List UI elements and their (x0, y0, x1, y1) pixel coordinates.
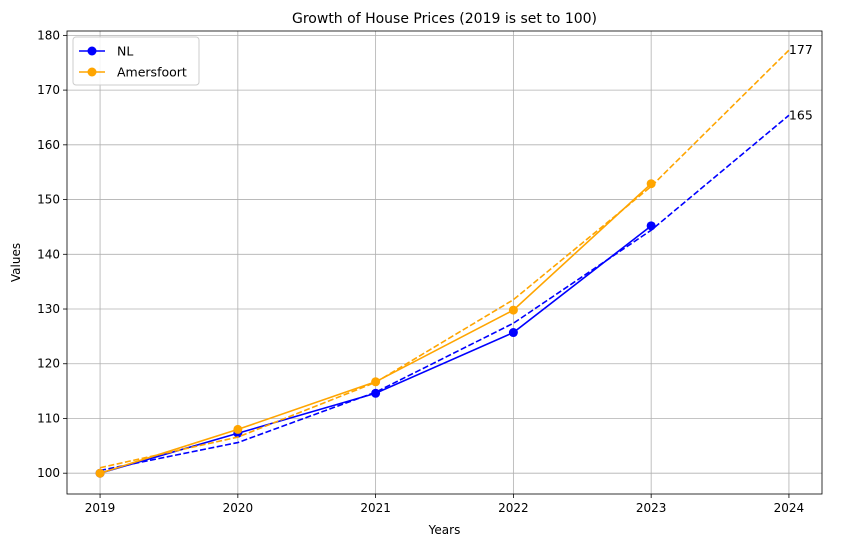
x-tick-label: 2020 (223, 501, 254, 515)
data-point-amersfoort (233, 424, 243, 434)
x-tick-label: 2022 (498, 501, 529, 515)
y-tick-label: 110 (37, 411, 60, 425)
trend-line-nl (99, 114, 790, 472)
legend-marker-nl (87, 46, 97, 56)
y-tick-label: 130 (37, 302, 60, 316)
data-point-nl (508, 328, 518, 338)
end-label-amersfoort: 177 (789, 42, 813, 57)
y-tick-label: 100 (37, 466, 60, 480)
legend-marker-amersfoort (87, 67, 97, 77)
data-point-nl (646, 221, 656, 231)
legend: NL Amersfoort (72, 36, 200, 86)
x-tick-label: 2021 (360, 501, 391, 515)
legend-label-amersfoort: Amersfoort (117, 65, 187, 80)
y-tick-label: 140 (37, 247, 60, 261)
end-label-nl: 165 (789, 107, 813, 122)
chart-title: Growth of House Prices (2019 is set to 1… (292, 11, 597, 27)
x-tick-label: 2023 (636, 501, 667, 515)
data-point-amersfoort (646, 179, 656, 189)
y-tick-label: 170 (37, 83, 60, 97)
y-tick-label: 120 (37, 357, 60, 371)
data-point-nl (371, 388, 381, 398)
x-axis-label: Years (428, 523, 461, 537)
data-point-amersfoort (95, 468, 105, 478)
x-tick-label: 2019 (85, 501, 116, 515)
data-point-amersfoort (371, 377, 381, 387)
grid (67, 31, 822, 494)
axis-ticks: 2019 2020 2021 2022 2023 2024 100 110 120 130 140 1… (37, 28, 804, 515)
plot-frame (66, 30, 823, 495)
y-tick-label: 150 (37, 193, 60, 207)
y-tick-label: 180 (37, 28, 60, 42)
y-axis-label: Values (9, 243, 23, 282)
legend-box (72, 36, 200, 86)
trend-line-amersfoort (99, 49, 790, 469)
data-point-amersfoort (508, 305, 518, 315)
y-tick-label: 160 (37, 138, 60, 152)
plot-series: 165 177 (95, 42, 813, 478)
legend-label-nl: NL (117, 44, 133, 59)
x-tick-label: 2024 (774, 501, 805, 515)
